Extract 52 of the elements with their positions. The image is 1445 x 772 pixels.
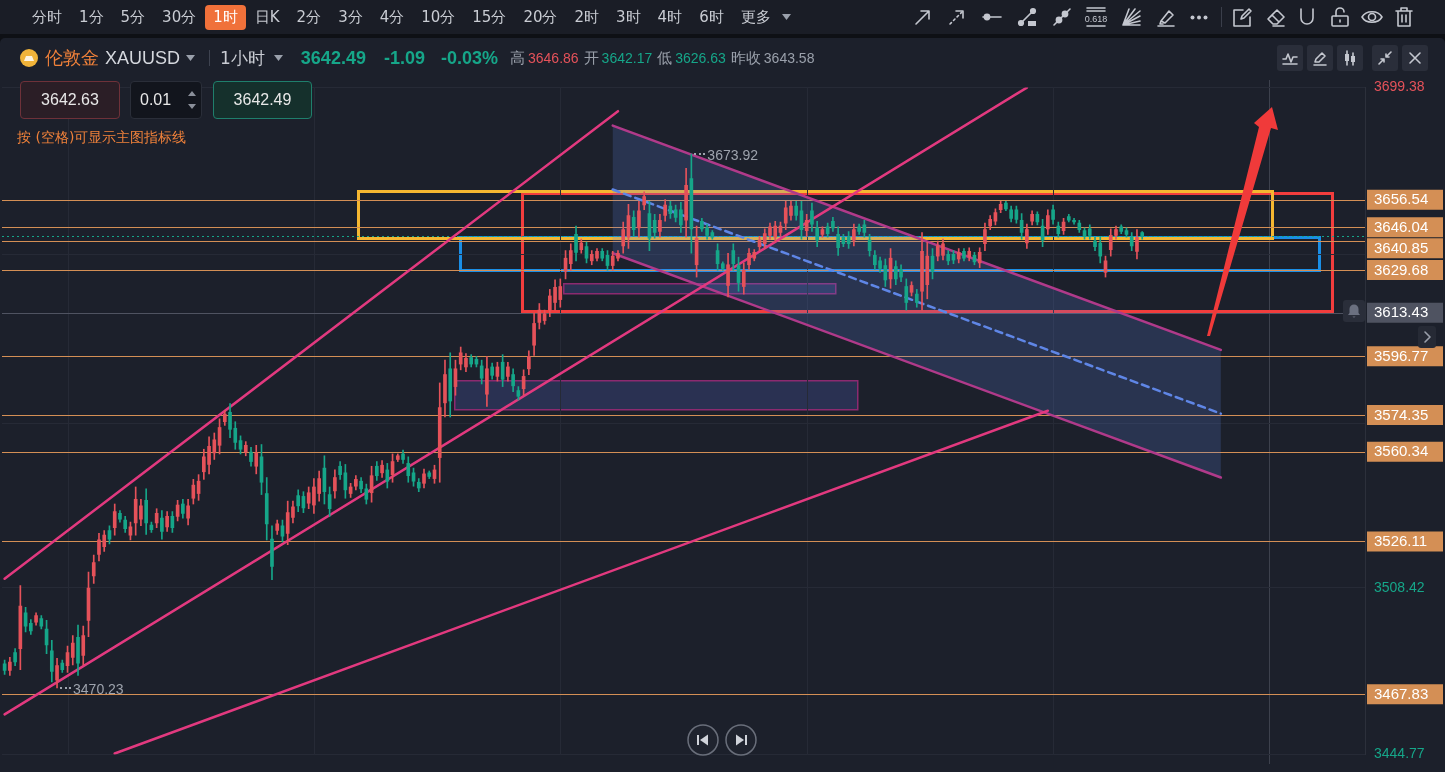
annotation: 按 (空格)可显示主图指标线 <box>17 129 187 147</box>
ref-line-label: 3613.43 <box>1374 303 1429 321</box>
text: 3642.17 <box>601 50 653 66</box>
text: 15分 <box>471 6 508 28</box>
text: 1分 <box>78 6 105 28</box>
text: 2时 <box>573 6 601 28</box>
chart-subtitle: XAUUSD <box>105 47 181 69</box>
ref-line-label: 3646.04 <box>1374 217 1429 235</box>
ref-line-label: 3467.83 <box>1374 684 1429 702</box>
text: 1时 <box>205 4 246 30</box>
ref-line-label: 3526.11 <box>1374 532 1428 550</box>
text: 低 <box>657 48 673 68</box>
text: 1小时 <box>220 46 265 70</box>
ref-line-label: 3574.35 <box>1374 405 1429 423</box>
text: 3643.58 <box>763 50 815 66</box>
ref-line-label: 3656.54 <box>1374 190 1429 208</box>
text: 2分 <box>295 6 323 28</box>
chart-title: 伦敦金 <box>45 46 99 70</box>
text: 5分 <box>119 6 147 28</box>
text: 20分 <box>522 6 559 28</box>
text: 6时 <box>698 6 725 28</box>
quantity-field: 0.01 <box>130 81 202 119</box>
text: 0.618 <box>1083 14 1109 24</box>
text: 昨收 <box>730 48 761 68</box>
text: 4分 <box>378 6 406 28</box>
ref-line-label: 3560.34 <box>1374 442 1429 460</box>
text: 日K <box>253 6 281 28</box>
text: 3646.86 <box>528 50 579 66</box>
price-field: 3642.63 <box>20 81 120 119</box>
y-tick-label: 3508.42 <box>1374 578 1425 595</box>
text: 10分 <box>420 6 457 28</box>
text: 3626.63 <box>675 50 726 66</box>
text: 开 <box>583 48 599 68</box>
annotation: 0.01 <box>140 91 172 109</box>
price-field: 3642.49 <box>213 81 312 119</box>
text: 3分 <box>337 6 364 28</box>
ref-line-label: 3629.68 <box>1374 260 1429 278</box>
ref-line-label: 3596.77 <box>1374 346 1429 364</box>
y-tick-label: 3699.38 <box>1374 78 1425 95</box>
annotation: 3470.23 <box>73 680 124 697</box>
text: -1.09 <box>383 47 425 69</box>
text: 更多 <box>739 6 772 28</box>
text: 高 <box>510 48 525 68</box>
text: 30分 <box>161 6 198 28</box>
text: 4时 <box>656 6 684 28</box>
text: 分时 <box>31 6 63 28</box>
ref-line-label: 3640.85 <box>1374 238 1429 256</box>
y-tick-label: 3444.77 <box>1374 745 1425 762</box>
text: -0.03% <box>440 47 498 69</box>
text: 3642.49 <box>300 47 366 69</box>
annotation: 3673.92 <box>707 146 759 163</box>
text: 3时 <box>615 6 642 28</box>
